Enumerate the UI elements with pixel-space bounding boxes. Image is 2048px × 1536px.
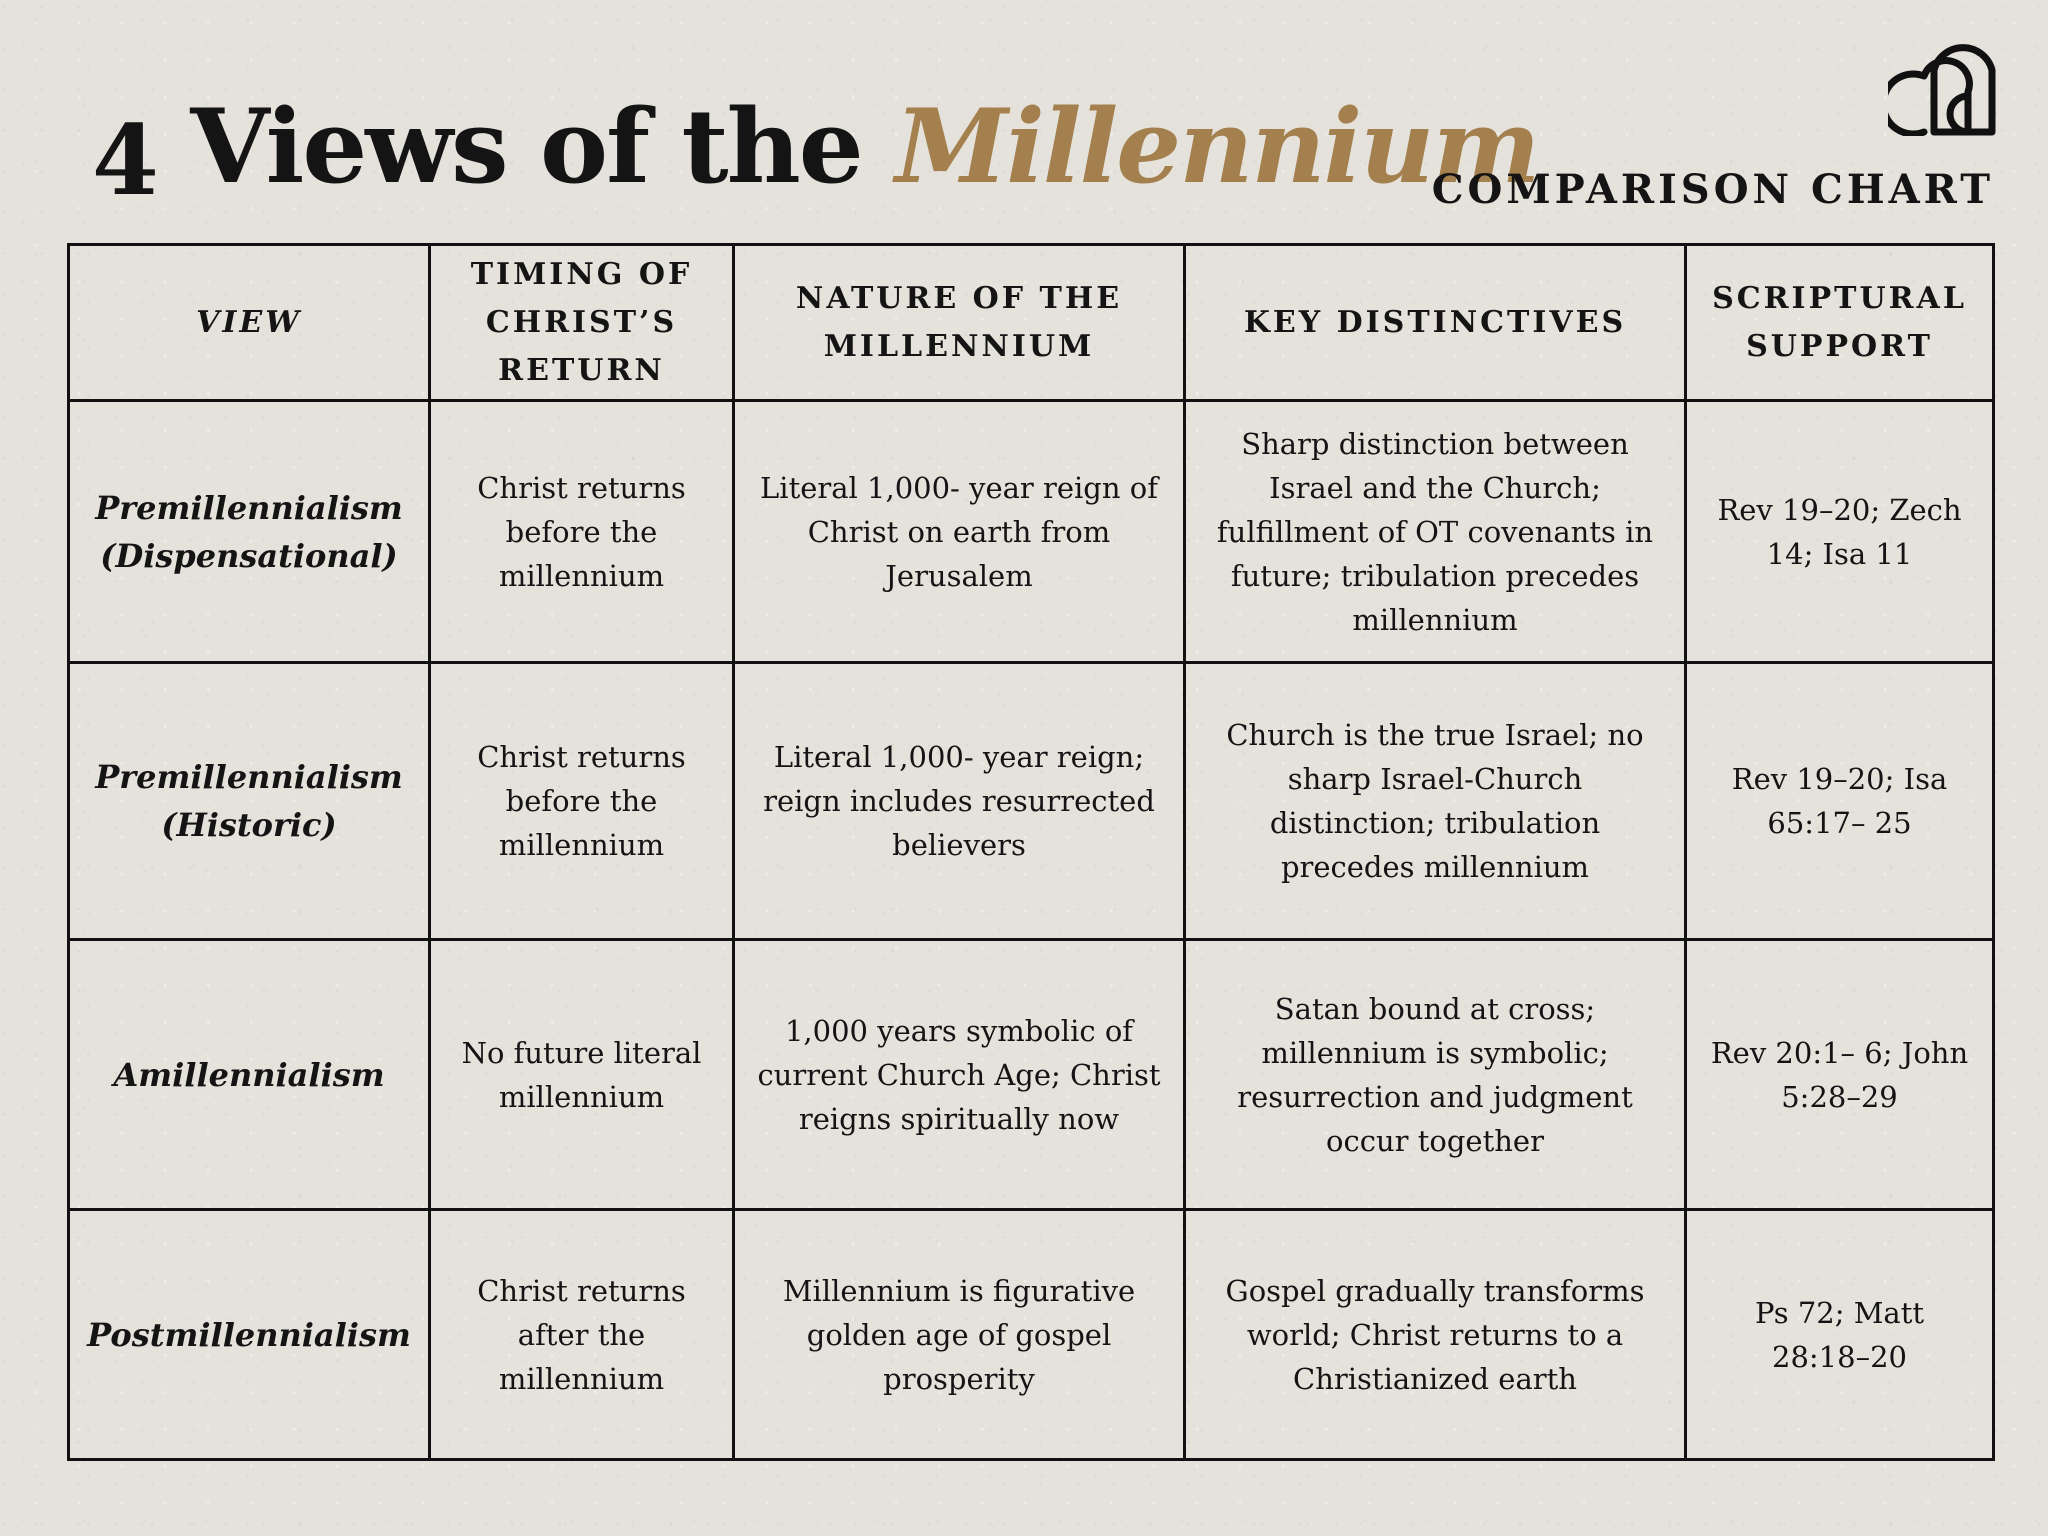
distinctives-cell: Gospel gradually transforms world; Chris… [1183,1208,1687,1461]
support-cell: Ps 72; Matt 28:18–20 [1684,1208,1995,1461]
column-header-distinctives: KEY DISTINCTIVES [1183,243,1687,402]
column-header-view: VIEW [67,243,431,402]
title-accent: Millennium [895,87,1540,207]
distinctives-cell: Sharp distinction between Israel and the… [1183,399,1687,664]
view-name: Amillennialism [113,1055,385,1094]
nature-cell: Millennium is figurative golden age of g… [732,1208,1186,1461]
comparison-table: VIEW TIMING OF CHRIST’S RETURN NATURE OF… [67,243,1995,1461]
subtitle: COMPARISON CHART [1431,166,1994,213]
nature-cell: 1,000 years symbolic of current Church A… [732,938,1186,1211]
view-name-cell: Postmillennialism [67,1208,431,1461]
page-title: 4 Views of the Millennium [92,96,1540,209]
view-name: Premillennialism [95,758,403,796]
arch-monogram-icon [1888,44,1996,136]
view-name: Premillennialism [95,488,403,527]
nature-cell: Literal 1,000- year reign; reign include… [732,661,1186,941]
title-number: 4 [92,104,159,217]
timing-cell: Christ returns after the millennium [428,1208,735,1461]
nature-cell: Literal 1,000- year reign of Christ on e… [732,399,1186,664]
column-header-timing: TIMING OF CHRIST’S RETURN [428,243,735,402]
column-header-support: SCRIPTURAL SUPPORT [1684,243,1995,402]
view-name-cell: Amillennialism [67,938,431,1211]
timing-cell: Christ returns before the millennium [428,399,735,664]
view-name-cell: Premillennialism (Dispensational) [67,399,431,664]
view-name: Postmillennialism [87,1315,411,1354]
column-header-nature: NATURE OF THE MILLENNIUM [732,243,1186,402]
view-name-cell: Premillennialism (Historic) [67,661,431,941]
table-row: Postmillennialism Christ returns after t… [67,1208,1995,1461]
support-cell: Rev 19–20; Isa 65:17– 25 [1684,661,1995,941]
distinctives-cell: Satan bound at cross; millennium is symb… [1183,938,1687,1211]
table-header-row: VIEW TIMING OF CHRIST’S RETURN NATURE OF… [67,243,1995,402]
timing-cell: Christ returns before the millennium [428,661,735,941]
support-cell: Rev 20:1– 6; John 5:28–29 [1684,938,1995,1211]
title-plain: Views of the [190,87,863,207]
view-qualifier: (Dispensational) [100,536,398,575]
distinctives-cell: Church is the true Israel; no sharp Isra… [1183,661,1687,941]
support-cell: Rev 19–20; Zech 14; Isa 11 [1684,399,1995,664]
table-row: Premillennialism (Historic) Christ retur… [67,661,1995,941]
table-row: Amillennialism No future literal millenn… [67,938,1995,1211]
timing-cell: No future literal millennium [428,938,735,1211]
view-qualifier: (Historic) [161,806,337,844]
table-row: Premillennialism (Dispensational) Christ… [67,399,1995,664]
